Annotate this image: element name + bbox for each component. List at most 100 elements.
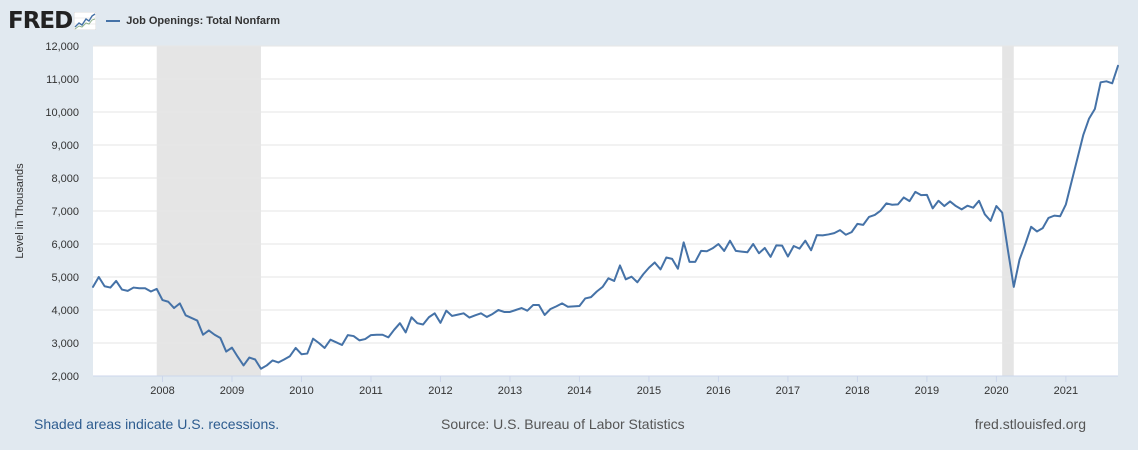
data-point[interactable]: [953, 204, 958, 209]
data-point[interactable]: [415, 321, 420, 326]
data-point[interactable]: [762, 245, 767, 250]
data-point[interactable]: [282, 357, 287, 362]
data-point[interactable]: [166, 299, 171, 304]
data-point[interactable]: [722, 248, 727, 253]
data-point[interactable]: [948, 199, 953, 204]
data-point[interactable]: [919, 193, 924, 198]
data-point[interactable]: [403, 330, 408, 335]
data-point[interactable]: [102, 284, 107, 289]
recession-note-link[interactable]: Shaded areas indicate U.S. recessions.: [34, 416, 280, 432]
data-point[interactable]: [334, 340, 339, 345]
data-point[interactable]: [531, 303, 536, 308]
data-point[interactable]: [820, 233, 825, 238]
data-point[interactable]: [351, 334, 356, 339]
data-point[interactable]: [1075, 156, 1080, 161]
data-point[interactable]: [942, 204, 947, 209]
data-point[interactable]: [704, 249, 709, 254]
data-point[interactable]: [270, 358, 275, 363]
data-point[interactable]: [201, 332, 206, 337]
data-point[interactable]: [780, 243, 785, 248]
data-point[interactable]: [177, 301, 182, 306]
data-point[interactable]: [525, 308, 530, 313]
data-point[interactable]: [670, 256, 675, 261]
data-point[interactable]: [478, 311, 483, 316]
data-point[interactable]: [977, 198, 982, 203]
data-point[interactable]: [218, 336, 223, 341]
data-point[interactable]: [357, 338, 362, 343]
data-point[interactable]: [125, 288, 130, 293]
data-point[interactable]: [1005, 248, 1010, 253]
data-point[interactable]: [299, 352, 304, 357]
data-point[interactable]: [513, 308, 518, 313]
data-point[interactable]: [623, 277, 628, 282]
data-point[interactable]: [340, 342, 345, 347]
data-point[interactable]: [467, 315, 472, 320]
data-point[interactable]: [589, 295, 594, 300]
data-point[interactable]: [421, 322, 426, 327]
data-point[interactable]: [924, 192, 929, 197]
data-point[interactable]: [751, 242, 756, 247]
data-point[interactable]: [131, 285, 136, 290]
data-point[interactable]: [1023, 242, 1028, 247]
series-line[interactable]: [92, 64, 1119, 370]
data-point[interactable]: [774, 243, 779, 248]
data-point[interactable]: [183, 313, 188, 318]
data-point[interactable]: [577, 304, 582, 309]
data-point[interactable]: [803, 238, 808, 243]
data-point[interactable]: [849, 230, 854, 235]
data-point[interactable]: [554, 304, 559, 309]
data-point[interactable]: [1087, 116, 1092, 121]
data-point[interactable]: [641, 272, 646, 277]
data-point[interactable]: [235, 354, 240, 359]
data-point[interactable]: [548, 307, 553, 312]
data-point[interactable]: [137, 286, 142, 291]
data-point[interactable]: [878, 208, 883, 213]
data-point[interactable]: [264, 363, 269, 368]
data-point[interactable]: [756, 251, 761, 256]
data-point[interactable]: [716, 242, 721, 247]
data-point[interactable]: [866, 214, 871, 219]
data-point[interactable]: [785, 254, 790, 259]
data-point[interactable]: [253, 357, 258, 362]
data-point[interactable]: [409, 315, 414, 320]
data-point[interactable]: [386, 335, 391, 340]
data-point[interactable]: [612, 278, 617, 283]
data-point[interactable]: [936, 198, 941, 203]
data-point[interactable]: [160, 298, 165, 303]
data-point[interactable]: [843, 232, 848, 237]
data-point[interactable]: [380, 332, 385, 337]
data-point[interactable]: [664, 255, 669, 260]
data-point[interactable]: [1052, 213, 1057, 218]
data-point[interactable]: [872, 212, 877, 217]
data-point[interactable]: [507, 309, 512, 314]
data-point[interactable]: [617, 263, 622, 268]
data-point[interactable]: [96, 275, 101, 280]
data-point[interactable]: [363, 337, 368, 342]
data-point[interactable]: [311, 336, 316, 341]
data-point[interactable]: [276, 360, 281, 365]
data-point[interactable]: [600, 284, 605, 289]
data-point[interactable]: [328, 337, 333, 342]
data-point[interactable]: [1116, 63, 1121, 68]
data-point[interactable]: [154, 286, 159, 291]
data-point[interactable]: [484, 314, 489, 319]
data-point[interactable]: [1058, 214, 1063, 219]
data-point[interactable]: [560, 301, 565, 306]
data-point[interactable]: [571, 304, 576, 309]
data-point[interactable]: [206, 328, 211, 333]
data-point[interactable]: [108, 285, 113, 290]
data-point[interactable]: [1034, 229, 1039, 234]
data-point[interactable]: [536, 303, 541, 308]
data-point[interactable]: [496, 308, 501, 313]
data-point[interactable]: [814, 233, 819, 238]
data-point[interactable]: [982, 212, 987, 217]
data-point[interactable]: [791, 243, 796, 248]
data-point[interactable]: [374, 332, 379, 337]
data-point[interactable]: [114, 278, 119, 283]
data-point[interactable]: [895, 202, 900, 207]
data-point[interactable]: [502, 309, 507, 314]
data-point[interactable]: [473, 313, 478, 318]
data-point[interactable]: [172, 306, 177, 311]
data-point[interactable]: [901, 195, 906, 200]
data-point[interactable]: [797, 246, 802, 251]
